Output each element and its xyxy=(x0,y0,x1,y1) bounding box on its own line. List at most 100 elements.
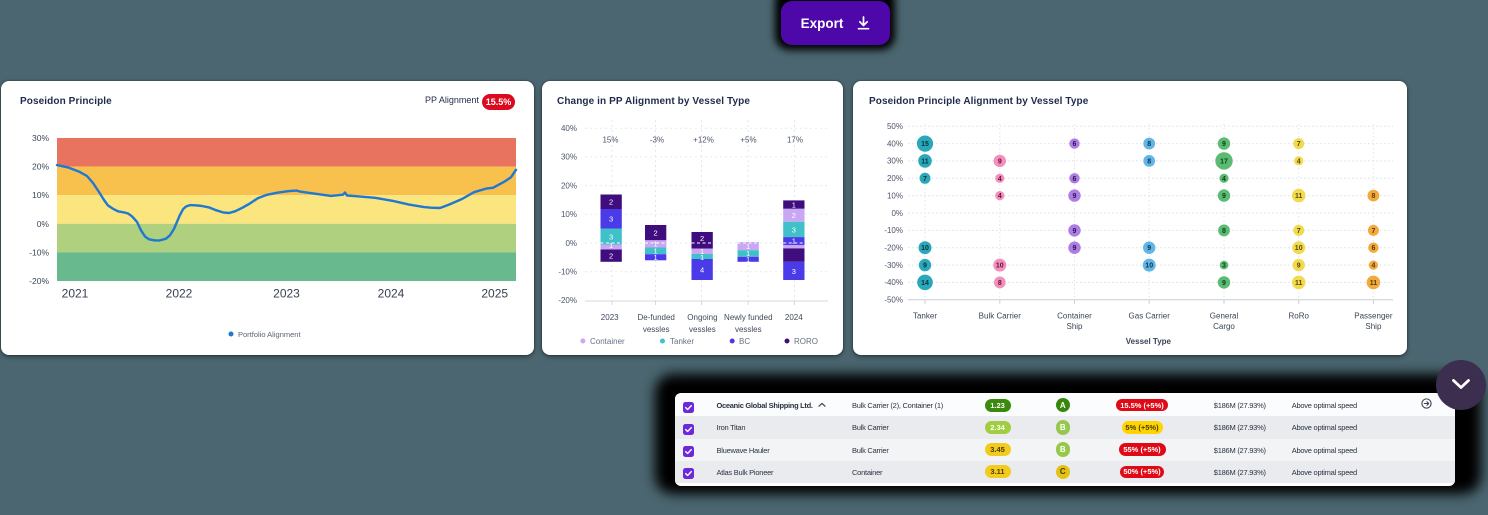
svg-text:0%: 0% xyxy=(565,239,577,248)
svg-text:14: 14 xyxy=(921,280,929,287)
svg-text:10: 10 xyxy=(1145,263,1153,270)
svg-text:40%: 40% xyxy=(561,124,577,133)
svg-text:2023: 2023 xyxy=(273,287,300,301)
svg-text:9: 9 xyxy=(1073,228,1077,235)
svg-text:+5%: +5% xyxy=(740,136,756,145)
svg-text:7: 7 xyxy=(1371,228,1375,235)
svg-text:vessles: vessles xyxy=(643,325,670,334)
svg-text:Tanker: Tanker xyxy=(913,312,937,321)
svg-text:10: 10 xyxy=(996,263,1004,270)
svg-text:Gas Carrier: Gas Carrier xyxy=(1129,312,1171,321)
svg-text:-40%: -40% xyxy=(884,278,903,287)
svg-text:2: 2 xyxy=(792,211,796,220)
svg-text:Container: Container xyxy=(1057,312,1092,321)
svg-text:Vessel Type: Vessel Type xyxy=(1126,337,1172,346)
svg-text:Ongoing: Ongoing xyxy=(687,313,717,322)
svg-text:1: 1 xyxy=(792,200,796,209)
svg-text:Ship: Ship xyxy=(1365,322,1382,331)
svg-text:9: 9 xyxy=(1147,245,1151,252)
svg-text:9: 9 xyxy=(998,158,1002,165)
svg-text:4: 4 xyxy=(1222,176,1226,183)
svg-text:3: 3 xyxy=(1222,263,1226,270)
svg-text:11: 11 xyxy=(1295,193,1303,200)
svg-text:6: 6 xyxy=(1371,245,1375,252)
svg-text:1: 1 xyxy=(654,240,658,249)
svg-text:-20%: -20% xyxy=(558,296,577,305)
svg-text:-50%: -50% xyxy=(884,296,903,305)
svg-text:2022: 2022 xyxy=(166,287,193,301)
svg-text:Passenger: Passenger xyxy=(1354,312,1393,321)
svg-text:11: 11 xyxy=(921,158,929,165)
svg-text:8: 8 xyxy=(1147,158,1151,165)
svg-text:9: 9 xyxy=(1073,193,1077,200)
svg-text:3: 3 xyxy=(609,232,613,241)
svg-text:4: 4 xyxy=(1297,158,1301,165)
svg-text:De-funded: De-funded xyxy=(638,313,675,322)
svg-text:40%: 40% xyxy=(887,139,903,148)
svg-text:vessles: vessles xyxy=(689,325,716,334)
svg-text:Newly funded: Newly funded xyxy=(724,313,772,322)
svg-text:2024: 2024 xyxy=(785,313,803,322)
svg-text:4: 4 xyxy=(998,176,1002,183)
svg-text:30%: 30% xyxy=(561,153,577,162)
svg-text:9: 9 xyxy=(1222,141,1226,148)
svg-text:RORO: RORO xyxy=(794,337,818,346)
svg-text:20%: 20% xyxy=(887,174,903,183)
svg-text:1: 1 xyxy=(700,247,704,256)
svg-text:0%: 0% xyxy=(891,209,903,218)
svg-text:30%: 30% xyxy=(32,133,49,143)
svg-text:10%: 10% xyxy=(561,210,577,219)
svg-text:20%: 20% xyxy=(32,162,49,172)
svg-text:9: 9 xyxy=(1222,193,1226,200)
svg-text:-20%: -20% xyxy=(29,276,49,286)
svg-text:BC: BC xyxy=(739,337,750,346)
svg-text:-30%: -30% xyxy=(884,261,903,270)
svg-text:1: 1 xyxy=(700,253,704,262)
svg-text:1: 1 xyxy=(746,242,750,251)
svg-text:10%: 10% xyxy=(887,191,903,200)
svg-text:9: 9 xyxy=(1073,245,1077,252)
svg-text:3: 3 xyxy=(792,267,796,276)
svg-text:-10%: -10% xyxy=(884,226,903,235)
svg-text:7: 7 xyxy=(923,176,927,183)
svg-text:30%: 30% xyxy=(887,157,903,166)
svg-text:20%: 20% xyxy=(561,181,577,190)
svg-text:8: 8 xyxy=(1222,228,1226,235)
svg-text:15%: 15% xyxy=(602,136,618,145)
svg-text:1: 1 xyxy=(609,241,613,250)
svg-text:8: 8 xyxy=(1147,141,1151,148)
svg-text:8: 8 xyxy=(1371,193,1375,200)
svg-text:Bulk Carrier: Bulk Carrier xyxy=(979,312,1022,321)
svg-text:Cargo: Cargo xyxy=(1213,322,1235,331)
svg-text:15: 15 xyxy=(921,141,929,148)
svg-text:0%: 0% xyxy=(37,219,50,229)
svg-text:1: 1 xyxy=(654,247,658,256)
svg-text:2021: 2021 xyxy=(62,287,89,301)
svg-text:RoRo: RoRo xyxy=(1288,312,1309,321)
svg-text:7: 7 xyxy=(1297,141,1301,148)
svg-text:Ship: Ship xyxy=(1066,322,1083,331)
svg-text:4: 4 xyxy=(998,193,1002,200)
svg-text:1: 1 xyxy=(792,237,796,246)
svg-text:3: 3 xyxy=(792,225,796,234)
svg-text:2025: 2025 xyxy=(481,287,508,301)
svg-text:10: 10 xyxy=(921,245,929,252)
svg-text:Tanker: Tanker xyxy=(670,337,694,346)
svg-text:9: 9 xyxy=(1297,263,1301,270)
svg-text:2: 2 xyxy=(609,198,613,207)
svg-text:17: 17 xyxy=(1220,158,1228,165)
svg-text:1: 1 xyxy=(746,249,750,258)
svg-text:17%: 17% xyxy=(787,136,803,145)
svg-text:8: 8 xyxy=(998,280,1002,287)
svg-text:1: 1 xyxy=(746,255,750,264)
svg-text:9: 9 xyxy=(1222,280,1226,287)
svg-text:General: General xyxy=(1210,312,1239,321)
svg-text:+12%: +12% xyxy=(693,136,714,145)
svg-text:-10%: -10% xyxy=(29,247,49,257)
svg-text:2024: 2024 xyxy=(378,287,405,301)
svg-text:2: 2 xyxy=(654,228,658,237)
svg-text:2: 2 xyxy=(700,234,704,243)
svg-text:11: 11 xyxy=(1370,280,1378,287)
svg-text:7: 7 xyxy=(1297,228,1301,235)
svg-text:6: 6 xyxy=(1073,141,1077,148)
